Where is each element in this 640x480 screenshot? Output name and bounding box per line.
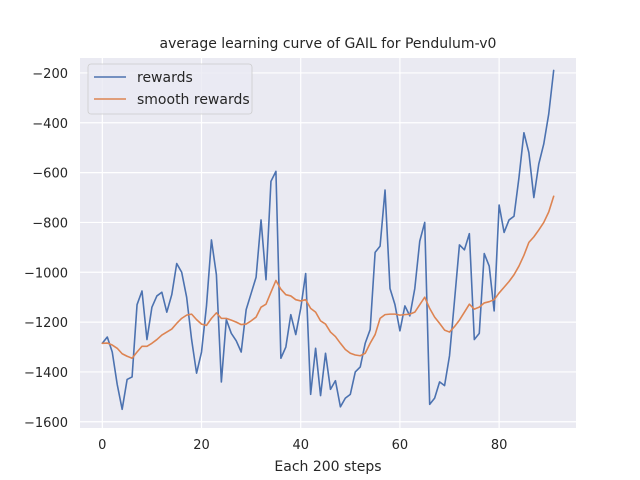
y-tick-label: −1000: [24, 266, 68, 281]
x-axis-label: Each 200 steps: [274, 459, 381, 475]
y-tick-label: −1200: [24, 316, 68, 331]
legend-label-rewards: rewards: [137, 70, 193, 86]
tick-labels: 0 20 40 60 80 −1600 −1400 −1200 −1000 −800 −600 −40…: [24, 67, 507, 453]
x-tick-label: 60: [392, 438, 409, 453]
legend: rewards smooth rewards: [87, 63, 253, 115]
legend-box: [87, 63, 253, 115]
y-tick-label: −1600: [24, 416, 68, 431]
x-tick-label: 40: [292, 438, 309, 453]
y-tick-label: −600: [32, 167, 68, 182]
legend-label-smooth-rewards: smooth rewards: [137, 92, 250, 108]
series-line-smooth-rewards: [101, 195, 555, 360]
series-lines: [101, 69, 555, 411]
y-tick-label: −200: [32, 67, 68, 82]
y-tick-label: −1400: [24, 366, 68, 381]
chart-title: average learning curve of GAIL for Pendu…: [160, 36, 497, 52]
x-tick-label: 80: [491, 438, 508, 453]
y-tick-label: −800: [32, 216, 68, 231]
series-line-rewards: [101, 69, 555, 411]
x-tick-label: 20: [193, 438, 210, 453]
y-tick-label: −400: [32, 117, 68, 132]
x-tick-label: 0: [98, 438, 106, 453]
